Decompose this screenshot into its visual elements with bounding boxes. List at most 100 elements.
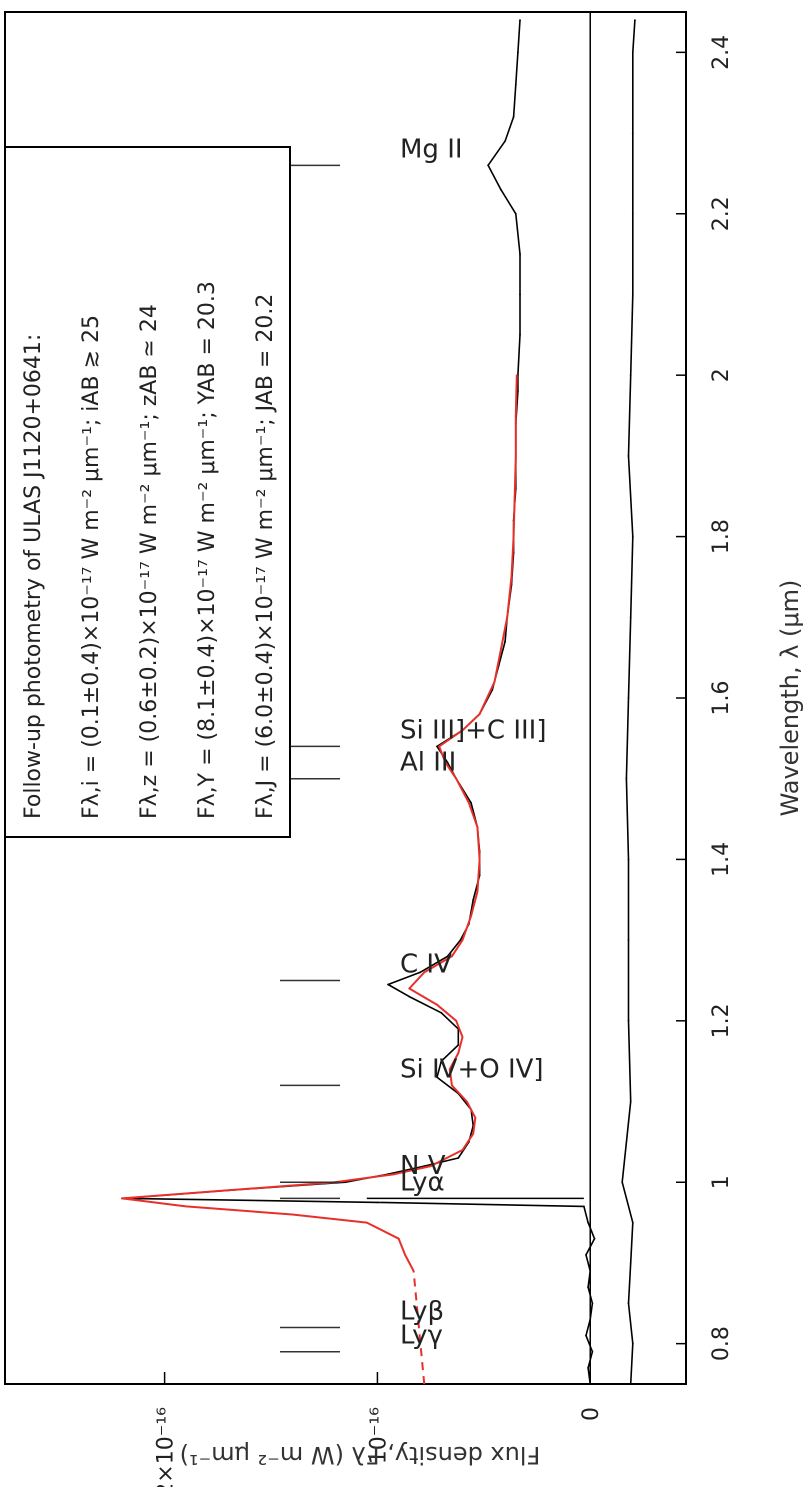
data-point [587,1221,589,1224]
data-point [513,495,516,498]
data-point [621,1181,624,1184]
y-tick-label: 10⁻¹⁶ [366,1407,391,1464]
data-point [589,1270,592,1272]
data-point [519,253,521,255]
data-point [589,1318,592,1321]
data-point [470,915,473,917]
data-point [583,1205,585,1208]
line-label: C IV [400,949,452,979]
data-point [423,971,426,974]
data-point [461,729,464,732]
legend-line-1: Fλ,i = (0.1±0.4)×10⁻¹⁷ W m⁻² μm⁻¹; iAB ≳… [79,315,104,819]
data-point [591,1302,594,1305]
data-point [510,576,513,578]
data-point [631,535,634,538]
data-point [629,1383,632,1385]
legend-title: Follow-up photometry of ULAS J1120+0641: [21,334,46,819]
data-point [627,1302,630,1305]
legend-line-2: Fλ,z = (0.6±0.2)×10⁻¹⁷ W m⁻² μm⁻¹; zAB ≃… [137,304,162,819]
x-tick-label: 1.4 [709,842,734,877]
data-point [587,1286,589,1289]
data-point [514,212,517,215]
data-point [627,697,630,699]
x-tick-labels: 0.8 1 1.2 1.4 1.6 1.8 2 2.2 2.4 [676,35,734,1361]
x-tick-label: 2 [709,368,734,382]
data-point [419,971,421,974]
data-point [459,939,462,941]
data-point [506,616,509,619]
data-point [631,212,634,215]
data-point [629,1100,632,1103]
data-point [512,116,515,118]
data-point [393,1173,396,1176]
data-point [500,188,502,191]
data-point [517,390,519,393]
data-point [629,616,632,619]
data-point [512,535,515,538]
data-point [627,455,630,457]
data-point [472,1132,475,1135]
data-point [404,1253,407,1256]
data-point [387,983,390,986]
data-point [634,19,636,21]
data-point [625,777,628,780]
data-point [461,1149,464,1151]
data-point [436,1076,438,1079]
data-point [451,955,453,958]
data-point [468,802,470,804]
data-point [440,1060,443,1063]
data-point [408,995,411,998]
legend-line-3: Fλ,Y = (8.1±0.4)×10⁻¹⁷ W m⁻² μm⁻¹; YAB =… [195,281,220,819]
x-tick-label: 1.2 [709,1003,734,1038]
data-point [476,890,479,893]
data-point [517,51,519,54]
data-point [461,1036,464,1038]
legend: Follow-up photometry of ULAS J1120+0641:… [4,146,291,838]
data-point [627,939,630,941]
data-point [515,374,518,377]
data-point [436,745,438,748]
data-point [478,858,481,861]
data-point [585,1253,587,1256]
data-point [470,802,473,804]
data-point [519,19,521,21]
y-tick-label: 0 [579,1407,604,1421]
data-point [514,455,517,457]
data-point [631,1342,634,1345]
data-point [121,1197,123,1200]
data-point [629,374,632,377]
data-point [627,858,630,861]
line-label: Si III]+C III] [400,715,547,745]
data-point [376,1201,379,1204]
line-label: Si IV+O IV] [400,1054,544,1084]
x-tick-label: 2.2 [709,196,734,231]
data-point [455,1019,458,1022]
continuum-extrapolation [412,1270,426,1385]
data-point [446,955,449,958]
line-label: Lyα [400,1167,445,1197]
data-point [591,1350,594,1353]
x-tick-label: 1.8 [709,519,734,554]
data-point [444,761,447,764]
data-point [514,414,517,417]
data-point [397,1237,400,1240]
data-point [493,681,496,683]
y-tick-label: 2×10⁻¹⁶ [154,1407,179,1487]
data-point [436,1003,438,1006]
line-label: Mg II [400,134,463,164]
series-line-2 [121,375,518,1272]
line-label: Lyβ [400,1297,444,1327]
data-point [451,1084,453,1087]
data-point [514,83,517,86]
data-point [472,898,475,901]
data-point [631,51,634,54]
data-point [478,713,481,715]
data-point [461,939,464,941]
data-point [227,1189,230,1192]
line-label: Lyγ [400,1321,443,1351]
data-point [291,1213,294,1216]
data-point [440,1011,443,1014]
data-point [457,1052,460,1054]
